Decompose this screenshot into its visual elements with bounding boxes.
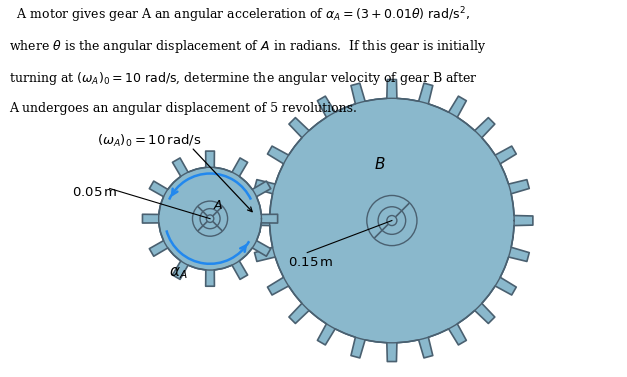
Circle shape [387,216,397,225]
Text: $0.15\,\mathrm{m}$: $0.15\,\mathrm{m}$ [288,256,334,268]
Text: A motor gives gear A an angular acceleration of $\alpha_A = (3+0.01\theta)\ \mat: A motor gives gear A an angular accelera… [9,6,470,25]
Circle shape [192,201,228,236]
Polygon shape [270,98,514,343]
Text: $(\omega_A)_0 = 10\,\mathrm{rad/s}$: $(\omega_A)_0 = 10\,\mathrm{rad/s}$ [97,133,202,149]
Circle shape [206,215,214,222]
Polygon shape [159,167,261,270]
Circle shape [200,208,220,229]
Circle shape [378,207,406,234]
Text: $0.05\,\mathrm{m}$: $0.05\,\mathrm{m}$ [72,186,117,199]
Text: $A$: $A$ [213,199,223,212]
Text: $B$: $B$ [374,156,385,172]
Text: A undergoes an angular displacement of 5 revolutions.: A undergoes an angular displacement of 5… [9,102,357,115]
Polygon shape [142,151,278,286]
Text: $\alpha_A$: $\alpha_A$ [169,265,188,281]
Circle shape [367,195,417,246]
Text: turning at $(\omega_A)_0 = 10\ \mathrm{rad/s}$, determine the angular velocity o: turning at $(\omega_A)_0 = 10\ \mathrm{r… [9,70,478,87]
Text: where $\theta$ is the angular displacement of $A$ in radians.  If this gear is i: where $\theta$ is the angular displaceme… [9,38,487,55]
Polygon shape [251,80,533,362]
